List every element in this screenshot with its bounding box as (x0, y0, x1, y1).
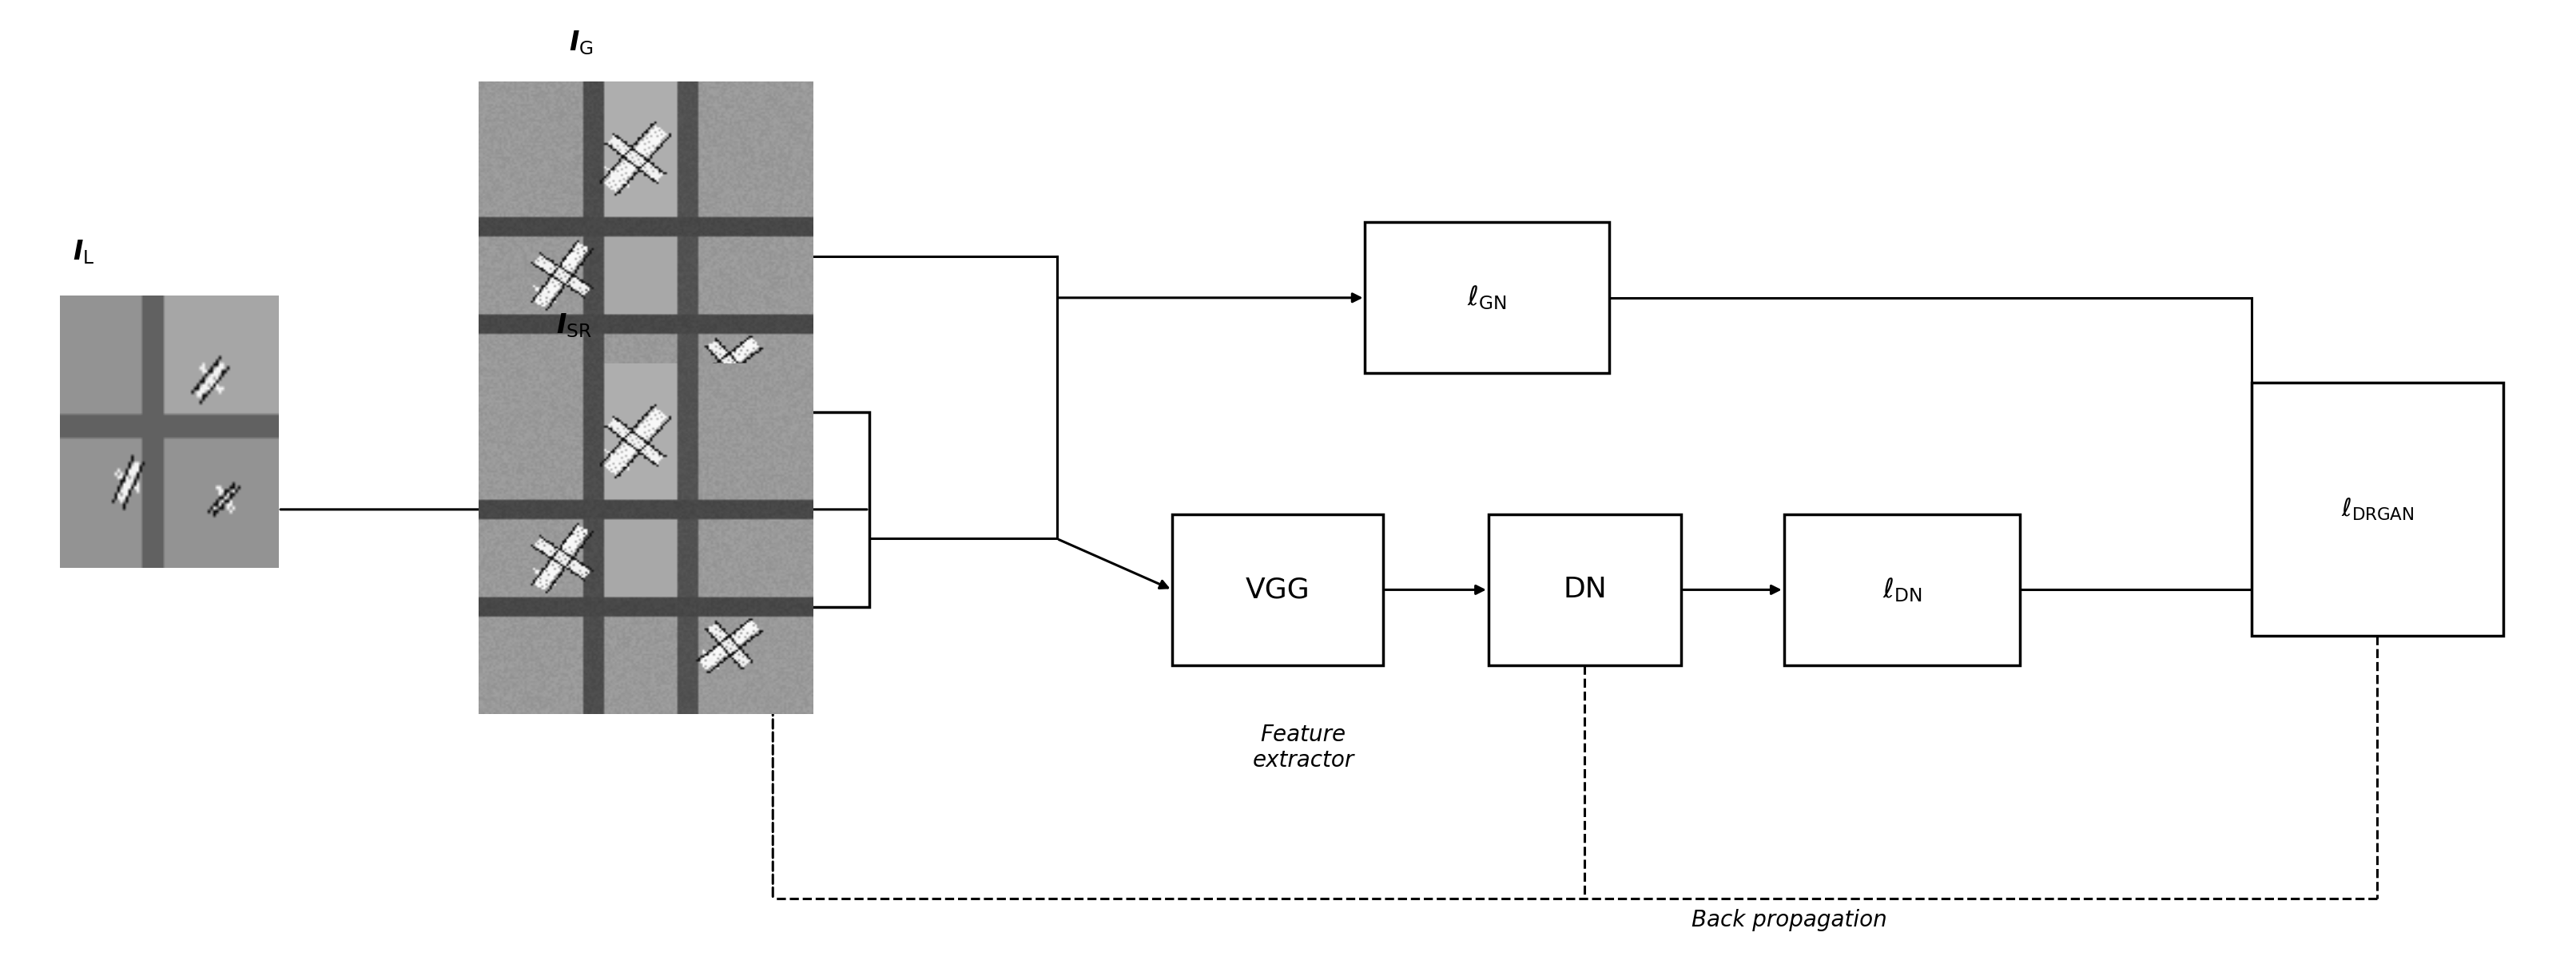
Text: $\ell_{\mathrm{DRGAN}}$: $\ell_{\mathrm{DRGAN}}$ (2342, 497, 2414, 522)
FancyBboxPatch shape (1365, 222, 1610, 373)
Text: Feature
extractor: Feature extractor (1252, 723, 1355, 772)
FancyBboxPatch shape (1172, 515, 1383, 665)
FancyBboxPatch shape (2251, 383, 2504, 636)
Text: $\ell_{\mathrm{DN}}$: $\ell_{\mathrm{DN}}$ (1883, 576, 1922, 604)
Text: DN: DN (1564, 576, 1607, 604)
Text: $\ell_{\mathrm{GN}}$: $\ell_{\mathrm{GN}}$ (1468, 284, 1507, 312)
Text: $\boldsymbol{I}_{\mathrm{G}}$: $\boldsymbol{I}_{\mathrm{G}}$ (569, 29, 592, 57)
FancyBboxPatch shape (1489, 515, 1682, 665)
Text: GN: GN (750, 496, 796, 523)
Text: Back propagation: Back propagation (1692, 908, 1886, 931)
Text: $\boldsymbol{I}_{\mathrm{L}}$: $\boldsymbol{I}_{\mathrm{L}}$ (72, 238, 95, 267)
Text: VGG: VGG (1244, 576, 1311, 604)
Text: $\boldsymbol{I}_{\mathrm{SR}}$: $\boldsymbol{I}_{\mathrm{SR}}$ (556, 312, 592, 339)
FancyBboxPatch shape (1785, 515, 2020, 665)
FancyBboxPatch shape (677, 413, 868, 607)
